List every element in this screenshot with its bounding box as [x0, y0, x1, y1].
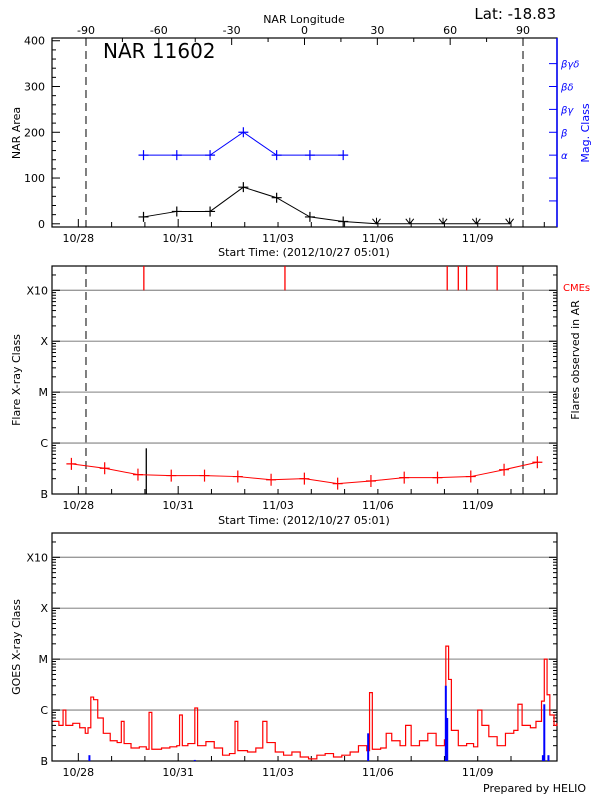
top-axis-tick-label: 0	[301, 24, 308, 37]
mag-class-label: βγδ	[560, 60, 579, 71]
x-tick-label: 10/31	[162, 232, 194, 245]
nar-area-line	[143, 186, 510, 225]
panel2-ylabel: Flare X-ray Class	[10, 334, 23, 426]
y-tick-label: 300	[24, 81, 45, 94]
y-tick-label: X	[40, 602, 48, 615]
mag-class-label: βδ	[560, 83, 574, 94]
top-axis-tick-label: -60	[150, 24, 168, 37]
y-tick-label: 200	[24, 126, 45, 139]
x-tick-label: 11/06	[362, 499, 394, 512]
nar-area-point	[271, 192, 282, 203]
y-tick-label: X10	[26, 551, 48, 564]
nar-area-point	[171, 206, 182, 217]
mag-class-point	[138, 150, 149, 161]
background-flux-point	[132, 468, 143, 481]
background-flux-point	[199, 469, 210, 482]
x-tick-label: 11/03	[262, 766, 294, 779]
panel3-ylabel: GOES X-ray Class	[10, 599, 23, 695]
panel3-frame	[51, 532, 558, 762]
nar-area-point	[205, 206, 216, 217]
mag-class-label: α	[561, 151, 568, 162]
mag-class-point	[205, 150, 216, 161]
panel2-y2label: Flares observed in AR	[569, 300, 582, 420]
nar-area-limit-marker	[438, 217, 448, 225]
y-tick-label: 0	[38, 218, 45, 231]
background-flux-point	[166, 469, 177, 482]
y-tick-label: 100	[24, 172, 45, 185]
panel1-frame	[51, 37, 558, 228]
x-tick-label: 11/06	[362, 766, 394, 779]
background-flux-point	[365, 475, 376, 487]
y-tick-label: C	[40, 704, 48, 717]
credit-label: Prepared by HELIO	[483, 782, 586, 795]
x-tick-label: 11/06	[362, 232, 394, 245]
x-tick-label: 11/03	[262, 499, 294, 512]
x-tick-label: 11/09	[462, 499, 494, 512]
mag-class-point	[304, 150, 315, 161]
mag-class-point	[338, 150, 349, 161]
y-tick-label: X10	[26, 284, 48, 297]
background-flux-point	[66, 457, 77, 470]
panel1-y2label: Mag. Class	[579, 103, 592, 162]
background-flux-point	[465, 470, 476, 483]
nar-area-point	[238, 182, 249, 193]
x-tick-label: 11/09	[462, 766, 494, 779]
x-tick-label: 10/28	[62, 499, 94, 512]
panel1-xlabel: Start Time: (2012/10/27 05:01)	[218, 246, 390, 259]
nar-area-limit-marker	[405, 217, 415, 225]
background-flux-point	[499, 463, 510, 476]
y-tick-label: C	[40, 437, 48, 450]
mag-class-label: βγ	[560, 105, 574, 116]
y-tick-label: M	[39, 653, 49, 666]
x-tick-label: 11/09	[462, 232, 494, 245]
x-tick-label: 10/31	[162, 499, 194, 512]
background-flux-point	[532, 456, 543, 469]
y-tick-label: B	[40, 755, 48, 768]
top-axis-tick-label: 90	[516, 24, 530, 37]
y-tick-label: 400	[24, 35, 45, 48]
nar-area-point	[304, 211, 315, 222]
cme-label: CMEs	[563, 283, 590, 294]
panel1-ylabel: NAR Area	[10, 107, 23, 159]
top-axis-tick-label: 30	[370, 24, 384, 37]
y-tick-label: B	[40, 488, 48, 501]
y-tick-label: M	[39, 386, 49, 399]
x-tick-label: 10/28	[62, 766, 94, 779]
top-axis-tick-label: 60	[443, 24, 457, 37]
goes-long-channel-line	[53, 645, 558, 760]
background-flux-point	[332, 477, 343, 490]
panel2-frame	[51, 265, 558, 495]
top-axis-tick-label: -30	[223, 24, 241, 37]
background-flux-point	[299, 472, 310, 485]
mag-class-label: β	[560, 128, 568, 139]
x-tick-label: 11/03	[262, 232, 294, 245]
top-axis-title: NAR Longitude	[263, 13, 345, 26]
background-flux-point	[266, 473, 277, 486]
x-tick-label: 10/31	[162, 766, 194, 779]
background-flux-point	[432, 471, 443, 484]
top-axis-tick-label: -90	[77, 24, 95, 37]
mag-class-point	[171, 150, 182, 161]
nar-area-limit-marker	[372, 217, 381, 225]
mag-class-point	[271, 150, 282, 161]
nar-area-limit-marker	[505, 217, 515, 225]
nar-area-point	[138, 211, 149, 222]
background-flux-point	[99, 462, 110, 475]
latitude-label: Lat: -18.83	[474, 5, 556, 23]
background-flux-point	[399, 471, 410, 484]
nar-area-point	[338, 216, 349, 227]
background-flux-point	[232, 470, 243, 483]
nar-area-limit-marker	[471, 217, 481, 225]
y-tick-label: X	[40, 335, 48, 348]
panel2-xlabel: Start Time: (2012/10/27 05:01)	[218, 514, 390, 527]
mag-class-point	[238, 127, 249, 138]
x-tick-label: 10/28	[62, 232, 94, 245]
